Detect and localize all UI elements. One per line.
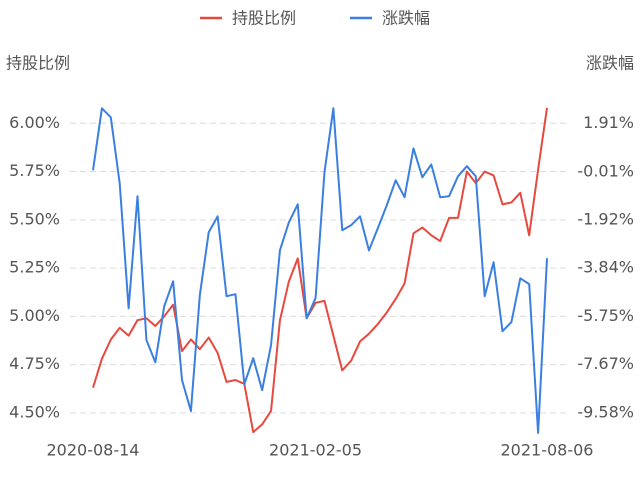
y-tick-label: 4.75% xyxy=(9,354,60,373)
y2-tick-label: -5.75% xyxy=(577,306,634,325)
y-tick-label: 4.50% xyxy=(9,402,60,421)
y-axis-title: 持股比例 xyxy=(6,54,70,73)
y-tick-label: 5.00% xyxy=(9,306,60,325)
y2-tick-label: -7.67% xyxy=(577,354,634,373)
y2-tick-label: -0.01% xyxy=(577,161,634,180)
legend-label: 涨跌幅 xyxy=(382,9,430,28)
x-tick-label: 2021-08-06 xyxy=(501,441,594,460)
x-tick-label: 2020-08-14 xyxy=(47,441,140,460)
y2-tick-label: -1.92% xyxy=(577,209,634,228)
y2-axis-title: 涨跌幅 xyxy=(586,54,634,73)
line-series xyxy=(92,107,548,434)
y2-tick-label: -9.58% xyxy=(577,402,634,421)
x-tick-label: 2021-02-05 xyxy=(269,441,362,460)
y2-tick-label: -3.84% xyxy=(577,258,634,277)
y-tick-label: 5.25% xyxy=(9,258,60,277)
y-tick-label: 5.75% xyxy=(9,161,60,180)
line-series xyxy=(92,107,548,434)
legend-label: 持股比例 xyxy=(232,9,296,28)
y2-tick-label: 1.91% xyxy=(583,113,634,132)
y-tick-label: 6.00% xyxy=(9,113,60,132)
y-tick-label: 5.50% xyxy=(9,209,60,228)
